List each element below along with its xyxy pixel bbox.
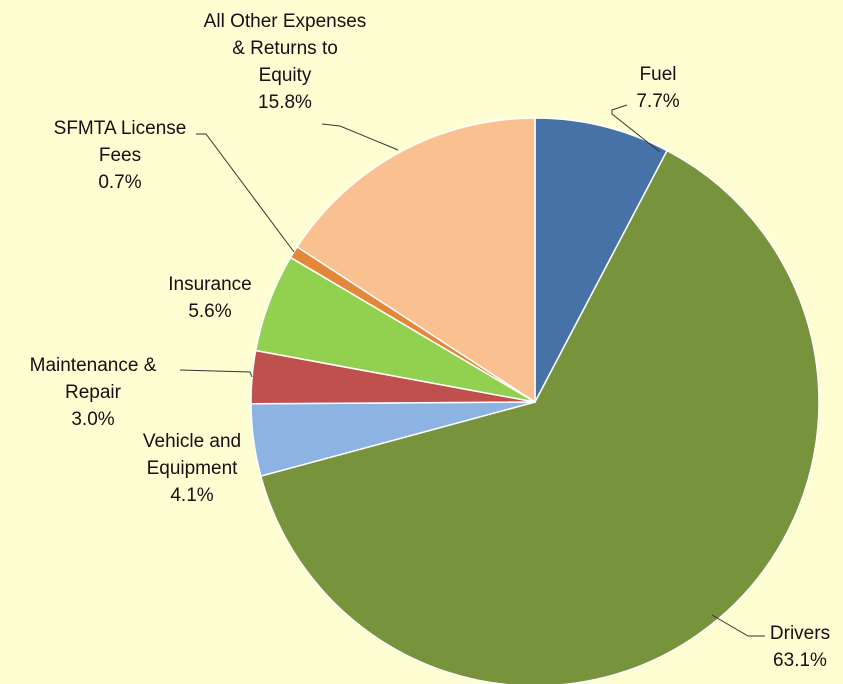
category-label: Maintenance & Repair: [29, 355, 157, 403]
pie-slice: [296, 117, 536, 404]
pie: [250, 117, 820, 684]
pie-slice: [259, 149, 820, 684]
category-label: Vehicle and Equipment: [142, 431, 242, 479]
value-label: 15.8%: [258, 92, 312, 113]
category-label: Insurance: [168, 274, 252, 295]
value-label: 0.7%: [98, 172, 142, 193]
value-label: 4.1%: [170, 485, 214, 506]
category-label: Drivers: [769, 623, 831, 644]
category-label: Fuel: [639, 64, 677, 85]
slice-label: Drivers 63.1%: [770, 620, 830, 674]
leader-line: [321, 123, 399, 151]
slice-label: Insurance 5.6%: [168, 271, 251, 325]
leader-line: [611, 104, 661, 153]
slice-label: Vehicle and Equipment 4.1%: [143, 428, 241, 509]
value-label: 7.7%: [636, 91, 680, 112]
slice-label: Maintenance & Repair 3.0%: [30, 352, 157, 433]
pie-slice: [534, 117, 669, 403]
slice-label: Fuel 7.7%: [636, 61, 679, 115]
value-label: 63.1%: [773, 650, 827, 671]
category-label: All Other Expenses & Returns to Equity: [203, 11, 367, 86]
leader-lines: [179, 104, 765, 637]
leader-line: [196, 133, 295, 253]
slice-label: SFMTA License Fees 0.7%: [54, 115, 187, 196]
slice-label: All Other Expenses & Returns to Equity 15…: [204, 8, 367, 116]
leader-line: [179, 369, 253, 378]
leader-line: [711, 614, 765, 637]
value-label: 3.0%: [71, 409, 115, 430]
category-label: SFMTA License Fees: [53, 118, 187, 166]
value-label: 5.6%: [188, 301, 232, 322]
